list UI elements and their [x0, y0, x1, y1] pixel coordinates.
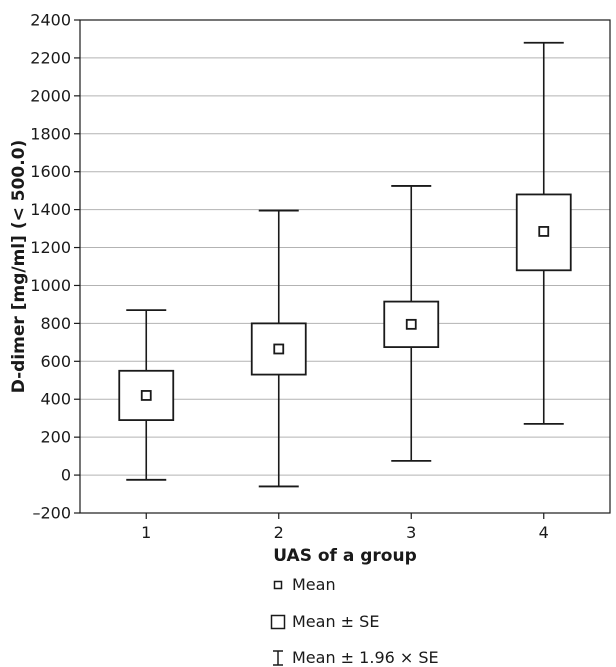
x-tick-label: 1: [141, 523, 151, 542]
y-tick-label: 800: [40, 314, 71, 333]
y-tick-label: 1000: [30, 276, 71, 295]
box-group-2: [250, 209, 307, 488]
mean-marker: [273, 343, 285, 355]
x-tick-label: 4: [539, 523, 549, 542]
legend-se-box-icon: [270, 614, 286, 630]
legend-item-2: Mean ± SE: [270, 612, 379, 631]
legend-item-1: Mean: [273, 575, 336, 594]
y-tick-label: 0: [61, 466, 71, 485]
y-axis-title: D-dimer [mg/ml] (< 500.0): [9, 140, 29, 394]
mean-marker: [538, 226, 550, 237]
y-tick-label: 1800: [30, 124, 71, 143]
x-tick-label: 2: [274, 523, 284, 542]
plot-frame: [79, 19, 611, 514]
legend-item-3: Mean ± 1.96 × SE: [273, 648, 439, 667]
y-tick-label: –200: [32, 504, 71, 523]
box-group-4: [515, 41, 572, 425]
box-group-3: [383, 185, 440, 462]
y-tick-label: 200: [40, 428, 71, 447]
legend-label: Mean ± 1.96 × SE: [292, 648, 439, 667]
y-tick-label: 600: [40, 352, 71, 371]
y-tick-label: 1400: [30, 200, 71, 219]
y-tick-label: 400: [40, 390, 71, 409]
y-tick-label: 2200: [30, 48, 71, 67]
mean-marker: [140, 390, 152, 401]
legend-mean-icon: [273, 580, 283, 590]
y-tick-label: 2000: [30, 86, 71, 105]
legend-whisker-icon: [273, 650, 283, 666]
y-tick-label: 1600: [30, 162, 71, 181]
x-tick-label: 3: [406, 523, 416, 542]
mean-marker: [405, 318, 417, 330]
x-axis: 1 2 3 4: [141, 513, 549, 542]
data-marks: [118, 41, 572, 488]
box-group-1: [118, 309, 175, 481]
legend: Mean Mean ± SE Mean ± 1.96 × SE: [270, 575, 439, 667]
legend-label: Mean ± SE: [292, 612, 379, 631]
y-axis: –200 0 200 400 600 800 1000 1200 1400 1600 1800 200…: [30, 11, 80, 523]
y-tick-label: 2400: [30, 11, 71, 30]
legend-label: Mean: [292, 575, 336, 594]
y-tick-label: 1200: [30, 238, 71, 257]
x-axis-title: UAS of a group: [273, 546, 417, 566]
